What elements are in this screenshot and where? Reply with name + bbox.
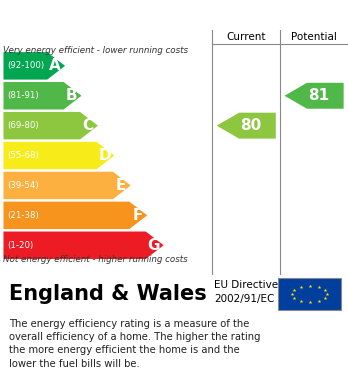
Text: D: D (98, 148, 111, 163)
Polygon shape (3, 52, 65, 80)
Polygon shape (3, 172, 131, 199)
Text: E: E (116, 178, 126, 193)
Text: C: C (82, 118, 94, 133)
Text: Not energy efficient - higher running costs: Not energy efficient - higher running co… (3, 255, 188, 264)
Text: Potential: Potential (291, 32, 337, 42)
Text: (92-100): (92-100) (8, 61, 45, 70)
Text: A: A (49, 58, 61, 74)
Text: (21-38): (21-38) (8, 211, 39, 220)
Text: 81: 81 (308, 88, 329, 103)
Text: B: B (66, 88, 78, 103)
FancyBboxPatch shape (278, 278, 341, 310)
Text: (39-54): (39-54) (8, 181, 39, 190)
Text: The energy efficiency rating is a measure of the
overall efficiency of a home. T: The energy efficiency rating is a measur… (9, 319, 260, 369)
Text: G: G (148, 238, 160, 253)
Polygon shape (3, 202, 147, 229)
Text: (69-80): (69-80) (8, 121, 39, 130)
Text: Energy Efficiency Rating: Energy Efficiency Rating (9, 7, 230, 23)
Polygon shape (216, 113, 276, 139)
Polygon shape (3, 231, 164, 259)
Polygon shape (3, 112, 98, 139)
Text: F: F (132, 208, 143, 223)
Text: Current: Current (227, 32, 266, 42)
Text: Very energy efficient - lower running costs: Very energy efficient - lower running co… (3, 46, 189, 55)
Polygon shape (285, 83, 344, 109)
Text: EU Directive
2002/91/EC: EU Directive 2002/91/EC (214, 280, 278, 303)
Text: England & Wales: England & Wales (9, 284, 206, 304)
Text: (55-68): (55-68) (8, 151, 39, 160)
Text: (81-91): (81-91) (8, 91, 39, 100)
Polygon shape (3, 142, 114, 169)
Text: (1-20): (1-20) (8, 241, 34, 250)
Text: 80: 80 (240, 118, 262, 133)
Polygon shape (3, 82, 81, 109)
